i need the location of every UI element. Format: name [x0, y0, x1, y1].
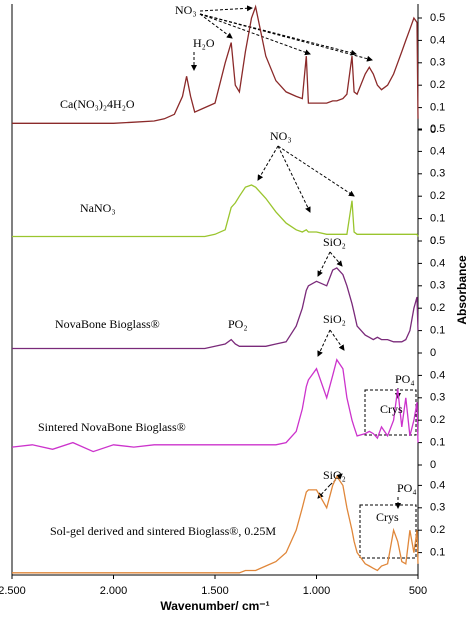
series-label-box: Sintered NovaBone Bioglass®	[38, 420, 186, 434]
y-tick-label: 0.5	[430, 123, 445, 135]
y-tick-label: 0.1	[430, 547, 445, 559]
series-label: NovaBone Bioglass®	[55, 317, 160, 331]
y-tick-label: 0	[430, 124, 436, 136]
x-axis-title: Wavenumber/ cm⁻¹	[160, 599, 269, 613]
series-label-box: NovaBone Bioglass®	[55, 317, 160, 331]
y-tick-label: 0.1	[430, 102, 445, 114]
annotation: PO₂	[228, 317, 248, 331]
series-label-box: Ca(NO₃)₂4H₂O	[60, 97, 135, 111]
series-label: NaNO₃	[80, 201, 116, 215]
arrows	[191, 5, 417, 559]
y-tick-label: 0.3	[430, 168, 445, 180]
y-tick-label: 0	[430, 235, 436, 247]
series-label: Sol-gel derived and sintered Bioglass®, …	[50, 524, 277, 538]
x-tick-label: 1.000	[303, 585, 331, 597]
y-tick-label: 0.1	[430, 437, 445, 449]
y-tick-label: 0	[430, 347, 436, 359]
annotation: PO₄	[395, 372, 415, 386]
y-tick-label: 0.3	[430, 392, 445, 404]
series-label: Sintered NovaBone Bioglass®	[38, 420, 186, 434]
y-tick-label: 0.4	[430, 257, 445, 269]
spectrum-line	[12, 267, 419, 350]
x-tick-label: 500	[409, 585, 427, 597]
y-tick-label: 0.3	[430, 502, 445, 514]
x-tick-label: 2.500	[0, 585, 26, 597]
y-tick-label: 0.5	[430, 235, 445, 247]
spectrum-line	[11, 358, 419, 453]
annotation: PO₄	[397, 481, 417, 495]
series-label-box: NaNO₃	[80, 201, 116, 215]
y-tick-label: 0.4	[430, 369, 445, 381]
series-label-box: Sol-gel derived and sintered Bioglass®, …	[50, 524, 277, 538]
y-tick-label: 0.4	[430, 34, 445, 46]
spectrum-line	[12, 184, 419, 238]
y-tick-label: 0.3	[430, 57, 445, 69]
spectrum-line	[12, 475, 419, 574]
annotation: H₂O	[193, 36, 215, 50]
y-tick-label: 0.3	[430, 280, 445, 292]
annotation: SiO₂	[323, 312, 346, 326]
y-tick-label: 0.1	[430, 213, 445, 225]
annotation: Crys	[380, 402, 403, 416]
series-label: Ca(NO₃)₂4H₂O	[60, 97, 135, 111]
y-tick-label: 0.2	[430, 190, 445, 202]
y-tick-label: 0.1	[430, 325, 445, 337]
annotation: NO₃	[175, 3, 197, 17]
x-tick-label: 1.500	[201, 585, 229, 597]
y-tick-label: 0.2	[430, 79, 445, 91]
annotation: Crys	[376, 510, 399, 524]
y-tick-label: 0.4	[430, 479, 445, 491]
y-tick-label: 0.5	[430, 12, 445, 24]
annotation: SiO₂	[323, 468, 346, 482]
x-tick-label: 2.000	[100, 585, 128, 597]
spectrum-line	[12, 4, 419, 124]
y-tick-label: 0.2	[430, 414, 445, 426]
y-tick-label: 0.2	[430, 302, 445, 314]
annotation: NO₃	[270, 129, 292, 143]
y-tick-label: 0.4	[430, 145, 445, 157]
y-tick-label: 0	[430, 459, 436, 471]
y-axis-title: Absorbance	[455, 255, 469, 325]
annotation: SiO₂	[323, 235, 346, 249]
y-tick-label: 0.2	[430, 524, 445, 536]
